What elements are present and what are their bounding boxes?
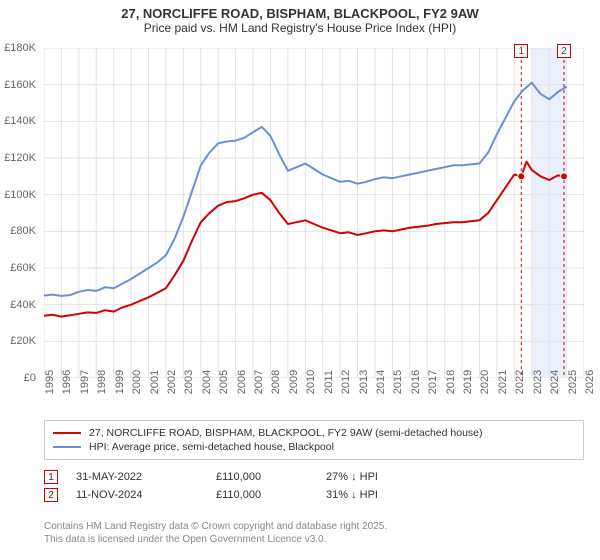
y-axis-label: £100K xyxy=(0,189,36,201)
y-axis-label: £160K xyxy=(0,79,36,91)
data-point-row-1: 1 31-MAY-2022 £110,000 27% ↓ HPI xyxy=(44,470,584,484)
legend-item-hpi: HPI: Average price, semi-detached house,… xyxy=(53,441,575,453)
footer-line2: This data is licensed under the Open Gov… xyxy=(44,533,387,546)
legend-item-price-paid: 27, NORCLIFFE ROAD, BISPHAM, BLACKPOOL, … xyxy=(53,427,575,439)
footer-line1: Contains HM Land Registry data © Crown c… xyxy=(44,520,387,533)
x-axis-label: 2010 xyxy=(305,370,317,394)
y-axis-label: £120K xyxy=(0,152,36,164)
x-axis-label: 2015 xyxy=(392,370,404,394)
y-axis-label: £40K xyxy=(0,299,36,311)
chart-marker-1: 1 xyxy=(514,44,528,58)
y-axis-label: £0 xyxy=(0,372,36,384)
marker-icon-1: 1 xyxy=(44,470,58,484)
x-axis-label: 2021 xyxy=(497,370,509,394)
x-axis-label: 2007 xyxy=(253,370,265,394)
x-axis-label: 2023 xyxy=(532,370,544,394)
x-axis-label: 2005 xyxy=(218,370,230,394)
x-axis-label: 2017 xyxy=(427,370,439,394)
y-axis-label: £80K xyxy=(0,225,36,237)
x-axis-label: 2014 xyxy=(375,370,387,394)
y-axis-label: £60K xyxy=(0,262,36,274)
x-axis-label: 1998 xyxy=(96,370,108,394)
data-point-row-2: 2 11-NOV-2024 £110,000 31% ↓ HPI xyxy=(44,488,584,502)
chart-area: £0£20K£40K£60K£80K£100K£120K£140K£160K£1… xyxy=(44,48,584,378)
title-line2: Price paid vs. HM Land Registry's House … xyxy=(0,21,600,35)
x-axis-label: 1999 xyxy=(114,370,126,394)
x-axis-label: 2000 xyxy=(131,370,143,394)
x-axis-label: 1995 xyxy=(44,370,56,394)
marker-icon-2: 2 xyxy=(44,488,58,502)
x-axis-label: 2008 xyxy=(270,370,282,394)
x-axis-label: 2003 xyxy=(183,370,195,394)
legend-swatch-hpi xyxy=(53,446,81,448)
y-axis-label: £180K xyxy=(0,42,36,54)
x-axis-label: 2006 xyxy=(236,370,248,394)
x-axis-label: 2004 xyxy=(201,370,213,394)
x-axis-label: 2001 xyxy=(149,370,161,394)
legend-label-hpi: HPI: Average price, semi-detached house,… xyxy=(89,441,334,453)
x-axis-label: 1996 xyxy=(61,370,73,394)
x-axis-label: 2020 xyxy=(479,370,491,394)
x-axis-label: 2024 xyxy=(549,370,561,394)
legend-label-price-paid: 27, NORCLIFFE ROAD, BISPHAM, BLACKPOOL, … xyxy=(89,427,483,439)
x-axis-label: 2026 xyxy=(584,370,596,394)
x-axis-label: 2013 xyxy=(358,370,370,394)
x-axis-label: 2011 xyxy=(323,370,335,394)
x-axis-label: 2025 xyxy=(567,370,579,394)
footer-attribution: Contains HM Land Registry data © Crown c… xyxy=(44,520,387,546)
x-axis-label: 2022 xyxy=(514,370,526,394)
x-axis-label: 1997 xyxy=(79,370,91,394)
title-line1: 27, NORCLIFFE ROAD, BISPHAM, BLACKPOOL, … xyxy=(0,6,600,21)
data-point-date-2: 11-NOV-2024 xyxy=(76,489,216,501)
legend: 27, NORCLIFFE ROAD, BISPHAM, BLACKPOOL, … xyxy=(44,420,584,506)
y-axis-label: £20K xyxy=(0,335,36,347)
y-axis-label: £140K xyxy=(0,115,36,127)
data-point-pct-2: 31% ↓ HPI xyxy=(326,489,436,501)
x-axis-label: 2019 xyxy=(462,370,474,394)
data-point-price-2: £110,000 xyxy=(216,489,326,501)
x-axis-label: 2018 xyxy=(445,370,457,394)
data-points-table: 1 31-MAY-2022 £110,000 27% ↓ HPI 2 11-NO… xyxy=(44,470,584,502)
chart-marker-2: 2 xyxy=(557,44,571,58)
data-point-date-1: 31-MAY-2022 xyxy=(76,471,216,483)
data-point-pct-1: 27% ↓ HPI xyxy=(326,471,436,483)
x-axis-label: 2012 xyxy=(340,370,352,394)
chart-svg xyxy=(44,48,584,378)
x-axis-label: 2002 xyxy=(166,370,178,394)
legend-box: 27, NORCLIFFE ROAD, BISPHAM, BLACKPOOL, … xyxy=(44,420,584,460)
x-axis-label: 2016 xyxy=(410,370,422,394)
x-axis-label: 2009 xyxy=(288,370,300,394)
title-block: 27, NORCLIFFE ROAD, BISPHAM, BLACKPOOL, … xyxy=(0,0,600,37)
legend-swatch-price-paid xyxy=(53,432,81,434)
data-point-price-1: £110,000 xyxy=(216,471,326,483)
